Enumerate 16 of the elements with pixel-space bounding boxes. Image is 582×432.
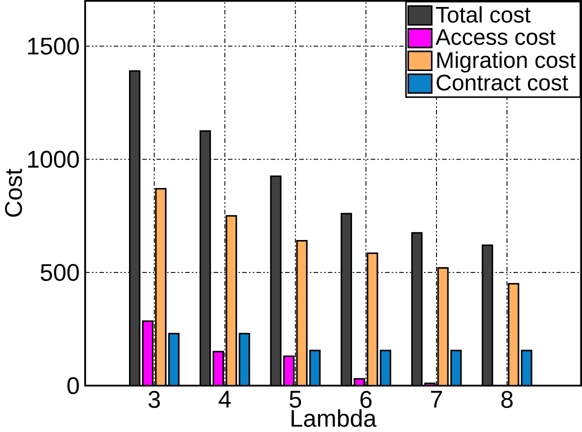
y-axis-title: Cost [5, 168, 22, 217]
x-tick-label: 4 [218, 390, 231, 408]
x-axis-title: Lambda [292, 409, 377, 427]
x-tick-label: 8 [501, 390, 513, 408]
y-tick-label: 1500 [28, 38, 79, 55]
y-tick-label: 1000 [28, 150, 79, 168]
y-tick-label: 0 [67, 377, 79, 394]
x-tick-label: 3 [148, 390, 160, 408]
legend-label: Contract cost [436, 74, 568, 91]
legend-label: Migration cost [437, 52, 576, 73]
y-tick-label: 500 [40, 264, 79, 282]
legend-label: Access cost [436, 29, 556, 45]
x-tick-label: 7 [431, 390, 442, 408]
x-tick-label: 6 [360, 390, 372, 408]
x-tick-label: 5 [290, 390, 302, 408]
legend-label: Total cost [436, 6, 531, 23]
